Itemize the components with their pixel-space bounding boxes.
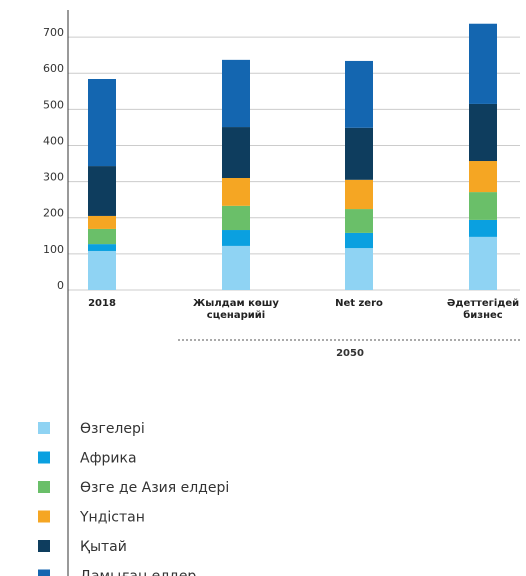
bar-segment [345, 248, 373, 290]
legend-label: Қытай [80, 539, 127, 555]
x-tick-label: Әдеттегідей бизнес [446, 298, 520, 321]
y-tick-label: 700 [43, 26, 64, 39]
bar-segment [345, 209, 373, 233]
bar-segment [469, 23, 497, 104]
bar-segment [222, 245, 250, 290]
y-tick-label: 100 [43, 243, 64, 256]
bar-segment [222, 205, 250, 231]
bar-segment [469, 103, 497, 162]
bar-segment [88, 244, 116, 251]
legend-swatch [38, 451, 50, 464]
y-tick-label: 600 [43, 62, 64, 75]
bar-segment [88, 215, 116, 229]
bar-segment [222, 178, 250, 206]
bar-segment [222, 127, 250, 178]
bar-segment [469, 192, 497, 220]
bar-segment [469, 236, 497, 290]
x-tick-label: Жылдам көшу сценарийі [193, 298, 279, 321]
bar-segment [345, 179, 373, 210]
bar-segment [222, 230, 250, 246]
legend-swatch [38, 569, 50, 576]
bar-segment [88, 228, 116, 245]
legend-label: Өзге де Азия елдері [80, 480, 229, 496]
y-tick-label: 200 [43, 207, 64, 220]
bar-segment [88, 79, 116, 167]
y-tick-label: 0 [57, 279, 64, 292]
bar-segment [469, 219, 497, 237]
legend-label: Өзгелері [80, 421, 145, 437]
bar-segment [469, 161, 497, 193]
legend-label: Дамыған елдер [80, 569, 196, 576]
y-tick-label: 400 [43, 134, 64, 147]
bar-segment [88, 166, 116, 216]
legend-label: Африка [80, 451, 137, 467]
x-tick-label: Net zero [335, 298, 383, 309]
bar-segment [345, 60, 373, 128]
legend-label: Үндістан [79, 510, 145, 526]
legend-swatch [38, 481, 50, 493]
group-label: 2050 [336, 348, 364, 359]
legend-swatch [38, 540, 50, 552]
y-tick-label: 300 [43, 171, 64, 184]
bar-segment [88, 250, 116, 290]
legend-swatch [38, 422, 50, 434]
legend-swatch [38, 510, 50, 523]
bar-segment [222, 59, 250, 128]
y-tick-label: 500 [43, 98, 64, 111]
bar-segment [345, 127, 373, 180]
x-tick-label: 2018 [88, 298, 116, 309]
bar-segment [345, 232, 373, 249]
